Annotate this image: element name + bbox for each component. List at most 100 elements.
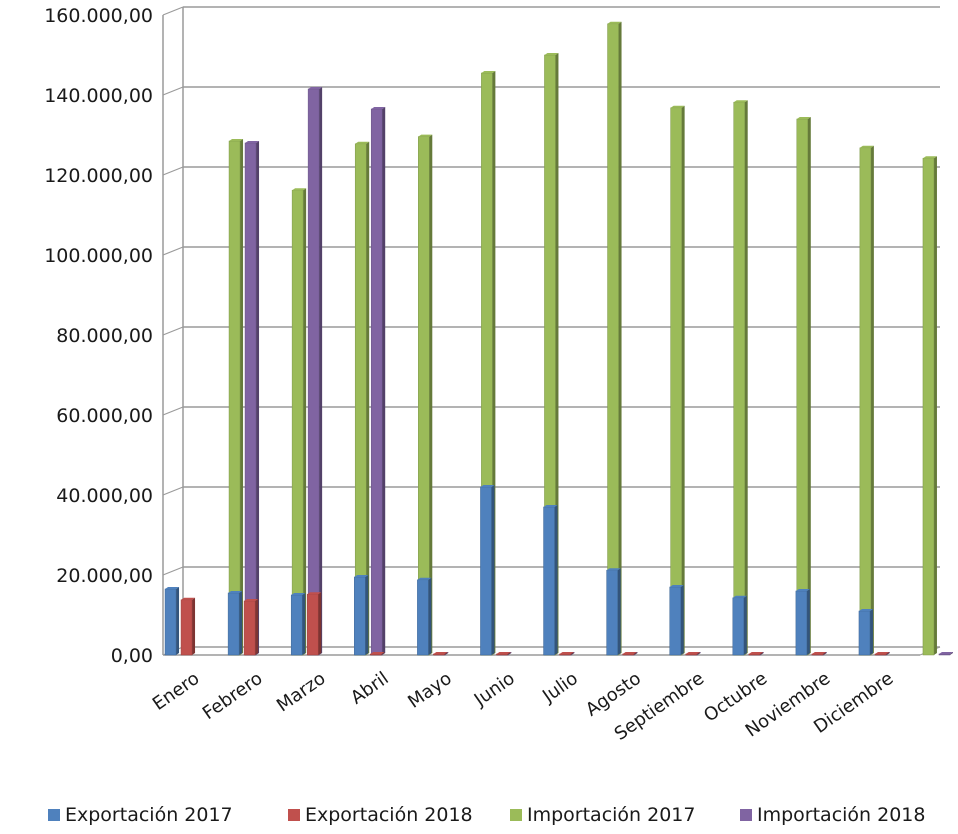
bar-front (938, 653, 951, 656)
bar-side (365, 575, 369, 655)
bar-front (559, 653, 571, 656)
legend-swatch (288, 809, 300, 821)
bar-top (685, 652, 700, 654)
x-tick-label: Mayo (404, 668, 456, 713)
bar-side (680, 585, 684, 655)
bar-top (669, 585, 684, 587)
bar (244, 141, 260, 656)
bar (306, 592, 322, 656)
y-tick-label: 0,00 (111, 645, 153, 667)
bar-front (244, 142, 257, 656)
legend-item: Exportación 2018 (288, 804, 473, 826)
bar-side (823, 652, 827, 655)
bar-top (480, 485, 495, 487)
bar-side (571, 652, 575, 655)
bar-front (622, 653, 634, 656)
bar (354, 575, 369, 656)
bar (858, 609, 873, 656)
bar-side (886, 652, 890, 655)
bar (480, 485, 495, 656)
bar-front (370, 653, 382, 656)
bar-top (291, 593, 306, 595)
bar-side (555, 53, 559, 655)
x-tick-label: Enero (149, 668, 204, 715)
y-tick-label: 60.000,00 (56, 405, 153, 427)
bar-top (748, 652, 763, 654)
gridline-slant (162, 486, 184, 496)
bar-front (858, 610, 871, 656)
bar (164, 587, 180, 656)
bar (938, 652, 953, 656)
bar-top (733, 100, 748, 103)
bar (733, 100, 748, 656)
bar-front (859, 147, 872, 656)
bar (811, 652, 826, 656)
bar-top (795, 589, 810, 591)
legend-swatch (740, 809, 752, 821)
bar-side (759, 652, 763, 655)
bar-top (874, 652, 889, 654)
bar-top (371, 107, 386, 109)
bar-side (760, 652, 764, 655)
bar-front (243, 600, 256, 656)
bar-top (244, 599, 259, 601)
bar-front (164, 588, 177, 656)
gridline-slant (162, 566, 184, 576)
bar-front (811, 653, 824, 656)
gridline-slant (162, 406, 184, 416)
bar-front (669, 586, 681, 656)
gridline-slant (162, 326, 184, 336)
bar (417, 577, 432, 656)
bar (307, 87, 323, 656)
bar (622, 652, 637, 656)
bar-top (922, 156, 937, 159)
bar-side (239, 591, 243, 655)
bar (543, 505, 558, 656)
bar-top (417, 577, 432, 580)
bar-front (874, 653, 887, 656)
y-tick-label: 140.000,00 (44, 85, 153, 107)
bar-front (748, 653, 761, 656)
bar-side (240, 139, 244, 655)
bar-top (858, 609, 873, 611)
bar-top (544, 53, 559, 55)
bar-side (381, 652, 385, 655)
bar-top (354, 575, 369, 577)
bar-front (733, 101, 745, 656)
bar-side (744, 100, 748, 655)
bar-side (633, 652, 637, 655)
bar-side (319, 87, 323, 655)
bar (496, 652, 511, 656)
bar-front (370, 108, 383, 656)
bar-top (308, 87, 323, 89)
bar-front (354, 576, 366, 656)
bar-top (370, 652, 385, 654)
bar-front (607, 23, 619, 656)
bar-front (307, 88, 320, 656)
bar-side (508, 652, 512, 655)
bar-front (685, 653, 697, 656)
bar-top (811, 652, 826, 654)
bar-top (496, 652, 511, 654)
bar-top (307, 592, 322, 595)
bar-side (806, 589, 810, 655)
legend-label: Importación 2018 (757, 804, 926, 826)
x-tick-label: Julio (538, 668, 582, 707)
x-tick-label: Junio (470, 668, 519, 711)
bar-front (418, 136, 430, 656)
bar-side (428, 577, 432, 655)
bar (670, 105, 685, 656)
bar (859, 145, 874, 656)
bar-side (681, 105, 685, 656)
bar-top (245, 141, 260, 143)
bar-side (869, 609, 873, 655)
bar (606, 568, 621, 656)
bar (433, 652, 448, 656)
bar-top (418, 134, 433, 137)
bar (748, 652, 763, 656)
bar-top (543, 505, 558, 507)
bar-top (607, 21, 622, 24)
bar-front (291, 189, 304, 656)
